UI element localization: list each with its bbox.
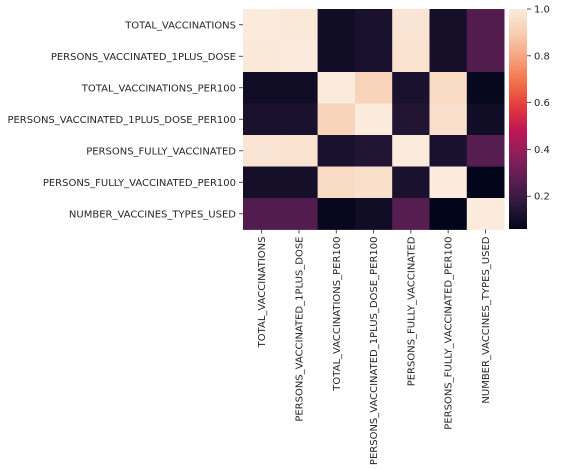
heatmap-cell <box>354 40 393 73</box>
row-labels: TOTAL_VACCINATIONS PERSONS_VACCINATED_1PL… <box>7 20 243 220</box>
heatmap-cell <box>392 135 430 167</box>
colorbar-tick-label: 0.4 <box>534 145 550 156</box>
heatmap-cell <box>354 135 393 167</box>
heatmap-cell <box>466 72 505 104</box>
heatmap-cell <box>392 40 430 73</box>
heatmap-cell <box>466 166 505 199</box>
heatmap-cell <box>392 72 430 104</box>
heatmap-cell <box>354 9 393 41</box>
heatmap-cell <box>243 9 281 41</box>
heatmap-cell <box>280 9 318 41</box>
colorbar-gradient <box>509 9 527 229</box>
heatmap-cell <box>392 166 430 199</box>
row-tick-label: PERSONS_VACCINATED_1PLUS_DOSE <box>51 52 236 63</box>
heatmap-cell <box>429 166 468 199</box>
heatmap-cell <box>429 198 468 230</box>
colorbar-tick-label: 1.0 <box>534 5 550 16</box>
row-tick-label: NUMBER_VACCINES_TYPES_USED <box>69 209 236 220</box>
heatmap-cell <box>280 198 318 230</box>
heatmap-cell <box>243 72 281 104</box>
row-tick-label: PERSONS_FULLY_VACCINATED <box>86 146 236 157</box>
heatmap-cell <box>429 9 468 41</box>
column-labels: TOTAL_VACCINATIONS PERSONS_VACCINATED_1PL… <box>257 229 492 466</box>
row-tick-label: PERSONS_FULLY_VACCINATED_PER100 <box>43 178 236 189</box>
heatmap-cell <box>243 103 281 136</box>
heatmap-cell <box>466 198 505 230</box>
heatmap-cell <box>280 166 318 199</box>
heatmap-cell <box>392 9 430 41</box>
heatmap-cell <box>392 198 430 230</box>
heatmap-cell <box>466 40 505 73</box>
colorbar-tick-label: 0.2 <box>534 192 550 203</box>
heatmap-cell <box>466 135 505 167</box>
heatmap-cell <box>429 40 468 73</box>
row-tick-label: PERSONS_VACCINATED_1PLUS_DOSE_PER100 <box>7 115 236 126</box>
heatmap-cell <box>429 72 468 104</box>
column-tick-label: TOTAL_VACCINATIONS_PER100 <box>332 237 343 392</box>
heatmap-cell <box>466 103 505 136</box>
heatmap-cells <box>243 9 505 230</box>
heatmap-cell <box>317 103 356 136</box>
colorbar: 0.2 0.4 0.6 0.8 1.0 <box>509 5 550 229</box>
heatmap-cell <box>280 103 318 136</box>
row-tick-label: TOTAL_VACCINATIONS <box>124 20 236 31</box>
heatmap-cell <box>317 135 356 167</box>
colorbar-tick-label: 0.6 <box>534 98 550 109</box>
column-tick-label: TOTAL_VACCINATIONS <box>257 237 268 349</box>
column-tick-label: PERSONS_VACCINATED_1PLUS_DOSE <box>294 237 305 422</box>
heatmap-cell <box>243 166 281 199</box>
heatmap-cell <box>354 198 393 230</box>
heatmap-cell <box>243 198 281 230</box>
row-tick-label: TOTAL_VACCINATIONS_PER100 <box>81 83 236 94</box>
heatmap-cell <box>280 40 318 73</box>
column-tick-label: PERSONS_FULLY_VACCINATED_PER100 <box>444 237 455 430</box>
heatmap-cell <box>392 103 430 136</box>
heatmap-cell <box>243 135 281 167</box>
heatmap-cell <box>317 72 356 104</box>
heatmap-cell <box>354 72 393 104</box>
heatmap-cell <box>243 40 281 73</box>
heatmap-cell <box>429 103 468 136</box>
heatmap-cell <box>317 40 356 73</box>
column-tick-label: PERSONS_VACCINATED_1PLUS_DOSE_PER100 <box>369 237 380 466</box>
column-tick-label: NUMBER_VACCINES_TYPES_USED <box>481 236 492 403</box>
heatmap-cell <box>354 166 393 199</box>
colorbar-tick-label: 0.8 <box>534 51 550 62</box>
heatmap-cell <box>466 9 505 41</box>
column-tick-label: PERSONS_FULLY_VACCINATED <box>406 236 417 386</box>
heatmap-cell <box>280 135 318 167</box>
heatmap-cell <box>317 166 356 199</box>
heatmap-cell <box>317 198 356 230</box>
heatmap-cell <box>354 103 393 136</box>
heatmap-cell <box>317 9 356 41</box>
heatmap-cell <box>280 72 318 104</box>
heatmap-cell <box>429 135 468 167</box>
